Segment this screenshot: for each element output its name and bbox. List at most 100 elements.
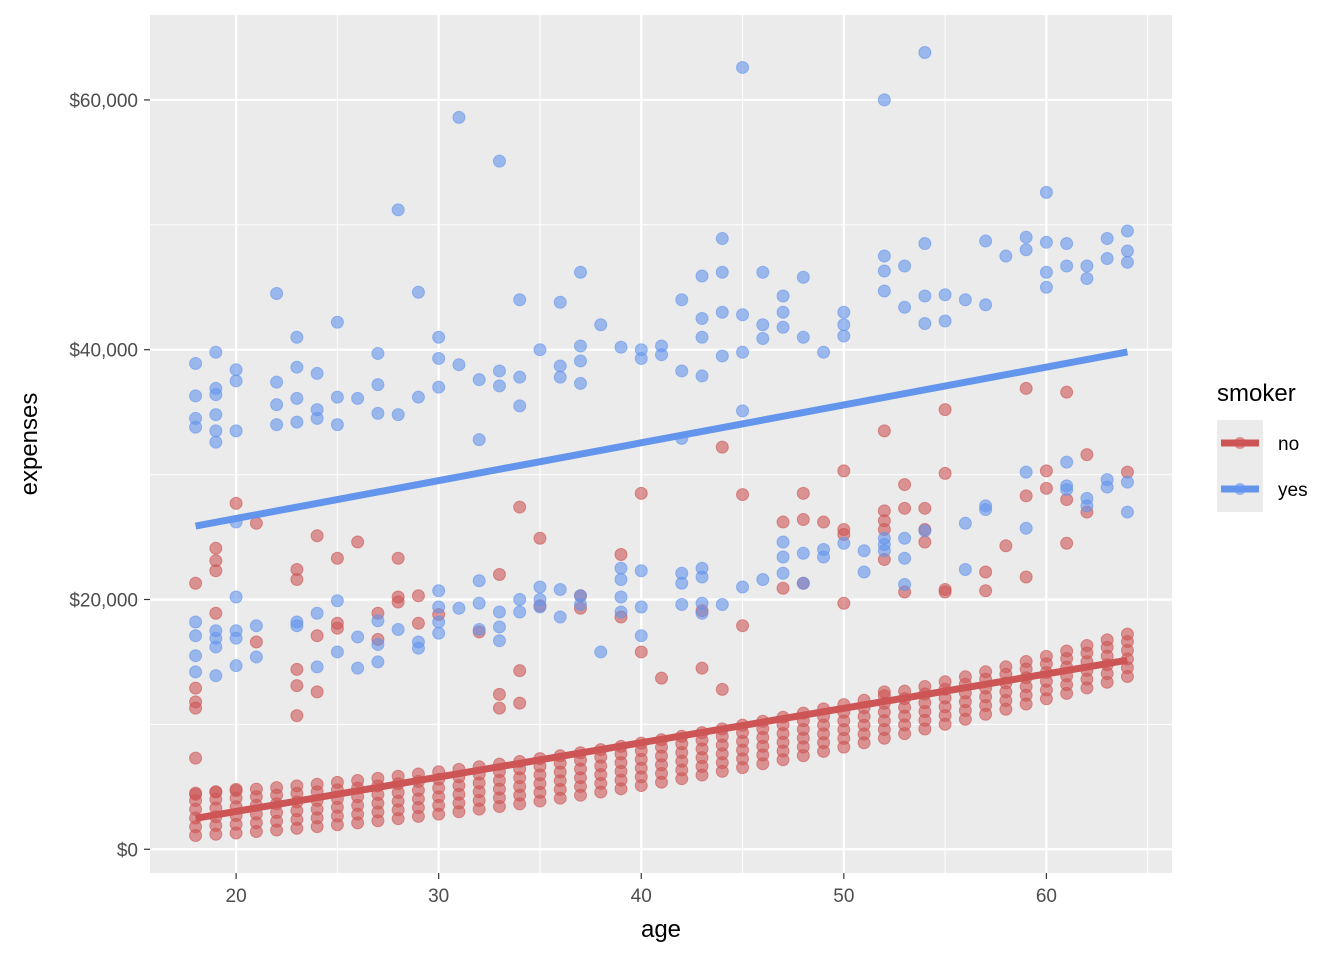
point-no [1120,627,1134,641]
point-yes [310,366,324,380]
point-yes [411,390,425,404]
point-yes [371,637,385,651]
point-yes [715,232,729,246]
point-no [958,670,972,684]
point-yes [898,300,912,314]
point-no [938,466,952,480]
point-yes [513,370,527,384]
point-yes [898,259,912,273]
point-no [837,596,851,610]
point-yes [695,570,709,584]
point-no [513,664,527,678]
point-yes [533,343,547,357]
point-yes [736,308,750,322]
point-yes [492,634,506,648]
point-no [391,551,405,565]
point-yes [290,415,304,429]
point-yes [371,614,385,628]
point-no [209,564,223,578]
point-no [655,671,669,685]
point-yes [958,563,972,577]
point-no [1019,655,1033,669]
point-yes [270,418,284,432]
point-yes [695,330,709,344]
point-yes [614,573,628,587]
point-yes [1060,455,1074,469]
point-no [492,568,506,582]
point-yes [330,645,344,659]
point-yes [1080,259,1094,273]
point-yes [736,60,750,74]
point-no [533,531,547,545]
point-yes [898,551,912,565]
legend: smoker no yes [1217,380,1308,512]
point-yes [452,110,466,124]
point-no [796,486,810,500]
point-yes [492,605,506,619]
x-axis-title: age [641,916,681,943]
point-no [209,606,223,620]
point-yes [330,315,344,329]
point-yes [736,345,750,359]
point-yes [837,305,851,319]
point-yes [270,398,284,412]
point-yes [310,660,324,674]
point-no [614,548,628,562]
point-yes [310,606,324,620]
point-yes [675,364,689,378]
point-yes [1060,237,1074,251]
point-no [898,501,912,515]
point-no [492,687,506,701]
point-yes [776,305,790,319]
point-no [715,440,729,454]
point-yes [209,669,223,683]
point-no [189,576,203,590]
point-no [979,665,993,679]
point-yes [675,576,689,590]
axes: 20 30 40 50 60 $0 $20,000 $40,000 $60,000 [69,91,1057,907]
point-yes [695,606,709,620]
point-yes [776,566,790,580]
point-yes [1039,185,1053,199]
y-tick-label: $40,000 [69,341,138,362]
point-yes [229,363,243,377]
point-no [877,685,891,699]
point-no [371,771,385,785]
point-yes [209,408,223,422]
point-yes [715,305,729,319]
point-yes [1120,255,1134,269]
point-yes [229,590,243,604]
point-yes [979,234,993,248]
point-yes [715,597,729,611]
point-no [736,488,750,502]
point-yes [391,408,405,422]
point-yes [351,391,365,405]
point-yes [371,406,385,420]
point-yes [776,535,790,549]
point-yes [877,249,891,263]
point-no [270,781,284,795]
point-no [938,675,952,689]
point-yes [1100,480,1114,494]
point-yes [695,311,709,325]
point-yes [634,629,648,643]
point-yes [472,373,486,387]
point-yes [979,503,993,517]
point-yes [513,399,527,413]
point-yes [270,287,284,301]
legend-label-no: no [1278,434,1299,455]
point-yes [290,360,304,374]
point-no [695,661,709,675]
x-tick-label: 40 [631,886,652,907]
point-no [979,565,993,579]
point-yes [776,289,790,303]
legend-key-point [1234,483,1246,495]
point-yes [472,622,486,636]
point-yes [189,389,203,403]
point-yes [1080,272,1094,286]
point-yes [958,516,972,530]
point-yes [432,626,446,640]
point-no [1060,385,1074,399]
point-yes [573,265,587,279]
